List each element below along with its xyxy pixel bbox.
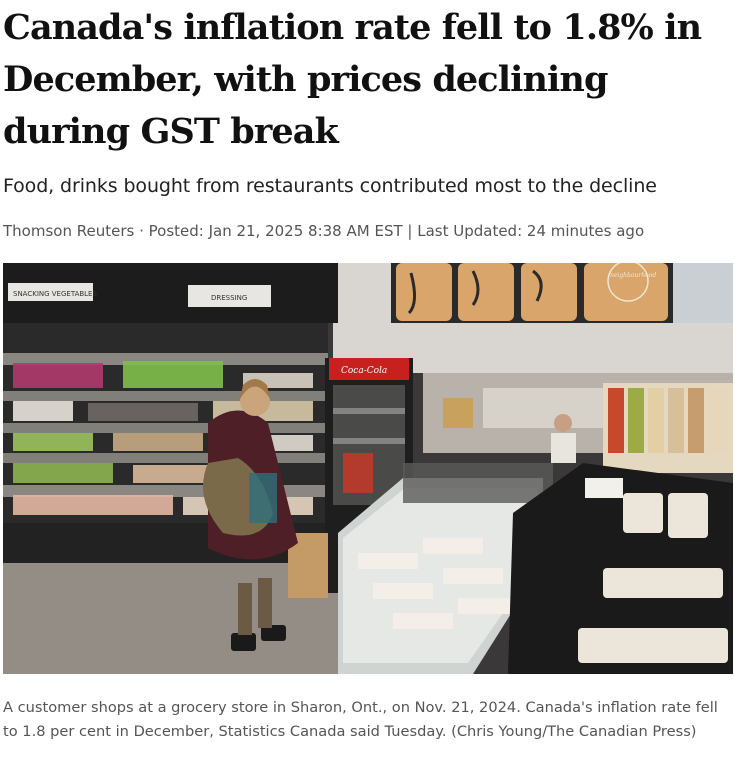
sign-snacking-vegetables: SNACKING VEGETABLES <box>13 290 97 298</box>
sign-dressing: DRESSING <box>211 294 247 302</box>
sign-neighbourhood: neighbourhood <box>610 272 656 279</box>
byline-updated: Last Updated: 24 minutes ago <box>417 222 645 240</box>
byline-posted: Posted: Jan 21, 2025 8:38 AM EST <box>148 222 403 240</box>
grocery-store-scene: SNACKING VEGETABLES DRESSING <box>3 263 733 674</box>
photo-caption: A customer shops at a grocery store in S… <box>3 699 718 740</box>
byline-author: Thomson Reuters <box>3 222 135 240</box>
headline: Canada's inflation rate fell to 1.8% in … <box>3 7 702 152</box>
byline-separator: | <box>402 222 418 240</box>
sign-coca-cola: Coca-Cola <box>341 366 387 376</box>
byline-separator: · <box>134 222 149 240</box>
subheadline: Food, drinks bought from restaurants con… <box>3 175 657 197</box>
article-photo: SNACKING VEGETABLES DRESSING <box>3 263 733 674</box>
byline: Thomson Reuters · Posted: Jan 21, 2025 8… <box>3 220 644 242</box>
